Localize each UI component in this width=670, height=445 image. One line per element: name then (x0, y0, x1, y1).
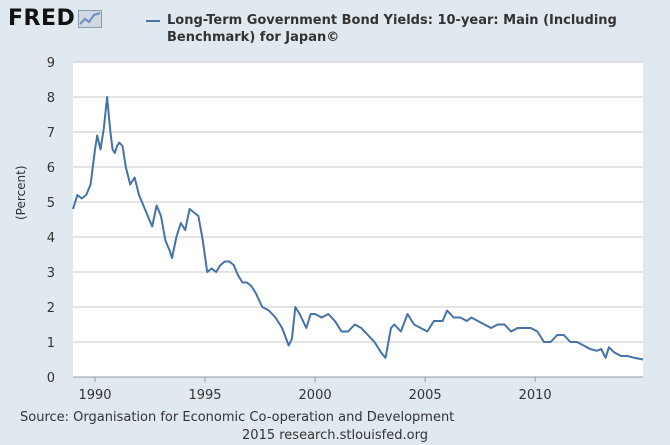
plot-area (73, 62, 643, 377)
legend-swatch (146, 20, 160, 22)
y-tick-label: 2 (47, 301, 55, 316)
chart-logo-icon (78, 9, 103, 28)
fred-logo[interactable]: FRED (8, 6, 103, 31)
credit-note: 2015 research.stlouisfed.org (242, 428, 428, 443)
y-tick-label: 0 (47, 371, 55, 386)
x-tick-label: 2010 (519, 388, 552, 400)
fred-logo-text: FRED (8, 6, 76, 31)
y-tick-label: 3 (47, 266, 55, 281)
x-tick-label: 2000 (299, 388, 332, 400)
x-tick-label: 1995 (188, 388, 221, 400)
y-tick-label: 4 (47, 231, 55, 246)
x-tick-label: 1990 (78, 388, 111, 400)
y-tick-label: 9 (47, 56, 55, 71)
y-tick-label: 5 (47, 196, 55, 211)
line-chart: 0 1 2 3 4 5 6 7 8 9 1990 1995 2000 2005 2010 (47, 56, 644, 400)
y-tick-label: 1 (47, 336, 55, 351)
x-tick-label: 2005 (409, 388, 442, 400)
y-tick-label: 8 (47, 91, 55, 106)
source-note: Source: Organisation for Economic Co-ope… (20, 410, 455, 425)
y-axis-ticks: 0 1 2 3 4 5 6 7 8 9 (47, 56, 55, 386)
chart-legend: Long-Term Government Bond Yields: 10-yea… (146, 12, 646, 46)
y-tick-label: 7 (47, 126, 55, 141)
series-line-japan-10y (72, 96, 644, 361)
x-axis-ticks: 1990 1995 2000 2005 2010 (73, 376, 643, 400)
legend-label: Long-Term Government Bond Yields: 10-yea… (167, 13, 617, 45)
y-tick-label: 6 (47, 161, 55, 176)
